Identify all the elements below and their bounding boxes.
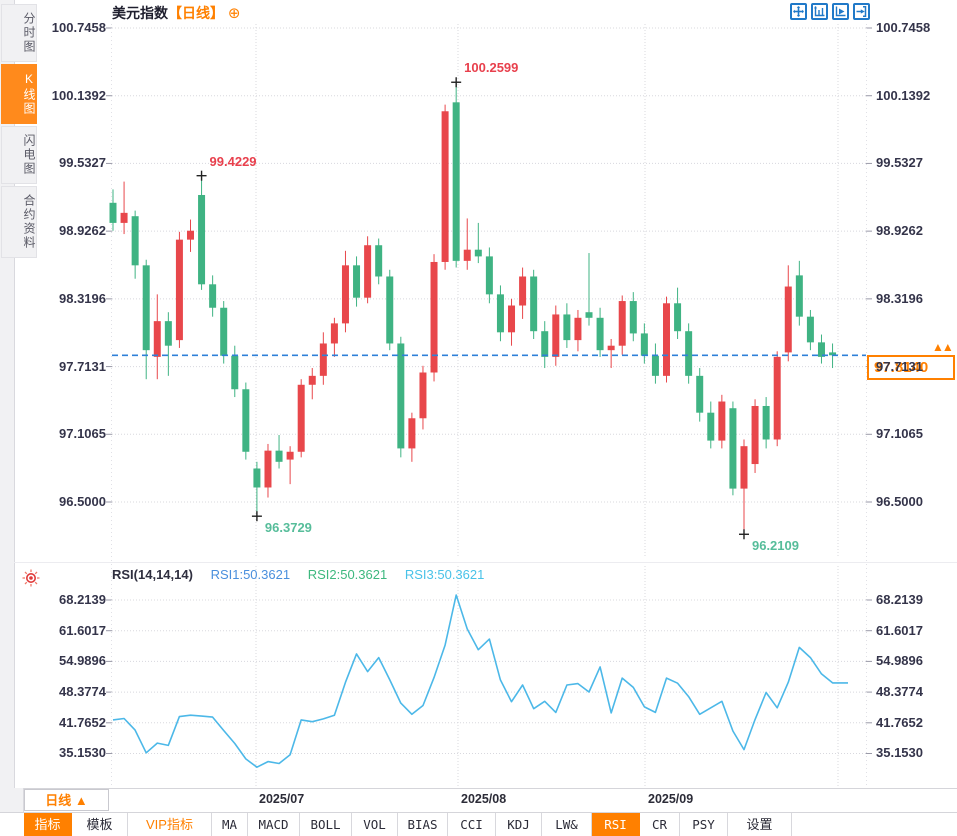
price-axis-label-left: 100.7458 bbox=[51, 20, 106, 35]
rsi-axis-label-right: 35.1530 bbox=[876, 745, 923, 761]
current-price-tag: 97.8140 bbox=[867, 355, 955, 380]
chart-title: 美元指数【日线】 ⊕ bbox=[112, 3, 240, 23]
price-axis-label-right: 97.1065 bbox=[876, 426, 923, 442]
chart-area[interactable]: 美元指数【日线】 ⊕ bbox=[14, 0, 957, 812]
rsi2-value: RSI2:50.3621 bbox=[307, 567, 388, 582]
x-axis-strip bbox=[0, 788, 957, 812]
rsi-name: RSI(14,14,14) bbox=[112, 567, 193, 582]
rsi-axis-label-right: 61.6017 bbox=[876, 622, 923, 638]
add-indicator-icon[interactable]: ⊕ bbox=[227, 5, 241, 22]
price-axis-label-left: 100.1392 bbox=[51, 87, 106, 103]
price-axis-label-right: 97.7131 bbox=[876, 358, 923, 374]
sidebar-tab-4[interactable]: 合约资料 bbox=[1, 186, 37, 258]
toolbar-tab-VIP指标[interactable]: VIP指标 bbox=[128, 813, 212, 836]
toolbar-tab-VOL[interactable]: VOL bbox=[352, 813, 398, 836]
toolbar-tab-MACD[interactable]: MACD bbox=[248, 813, 300, 836]
high-annotation: 99.4229 bbox=[209, 153, 257, 169]
rsi1-value: RSI1:50.3621 bbox=[210, 567, 291, 582]
price-axis-label-right: 100.7458 bbox=[876, 20, 931, 35]
toolbar-tab-CR[interactable]: CR bbox=[640, 813, 680, 836]
rsi-axis-label-left: 61.6017 bbox=[59, 622, 106, 638]
rsi-axis-label-right: 48.3774 bbox=[876, 684, 923, 700]
price-axis-label-right: 98.3196 bbox=[876, 290, 923, 306]
low-annotation: 96.3729 bbox=[264, 520, 312, 536]
price-axis-label-left: 96.5000 bbox=[59, 494, 106, 509]
toolbar-tab-CCI[interactable]: CCI bbox=[448, 813, 496, 836]
toolbar-tab-KDJ[interactable]: KDJ bbox=[496, 813, 542, 836]
sidebar-tab-2[interactable]: K线图 bbox=[1, 64, 37, 124]
panel-separator bbox=[14, 562, 957, 563]
period-selector-button[interactable]: 日线 ▲ bbox=[24, 789, 109, 811]
toolbar-tab-指标[interactable]: 指标 bbox=[24, 813, 72, 836]
candlestick-series bbox=[109, 82, 837, 535]
rsi-axis-label-left: 35.1530 bbox=[59, 745, 106, 761]
sidebar-tab-3[interactable]: 闪电图 bbox=[1, 126, 37, 184]
price-axis-label-right: 96.5000 bbox=[876, 494, 923, 509]
extreme-marker bbox=[251, 511, 262, 522]
price-rsi-plot[interactable] bbox=[0, 0, 957, 788]
price-axis-label-right: 99.5327 bbox=[876, 155, 923, 171]
extreme-marker bbox=[738, 529, 749, 540]
extreme-marker bbox=[451, 77, 462, 88]
high-annotation: 100.2599 bbox=[464, 60, 519, 76]
chart-toolbar-icons bbox=[790, 3, 870, 20]
indicator-toolbar: 指标 模板 VIP指标 MA MACD BOLL VOL BIAS CCI KDJ LW& RSI CR… bbox=[0, 812, 957, 836]
x-axis-label: 2025/07 bbox=[259, 792, 305, 806]
period-tag: 【日线】 bbox=[168, 5, 224, 21]
rsi-line bbox=[112, 594, 848, 769]
x-axis-label: 2025/09 bbox=[648, 792, 694, 806]
instrument-name: 美元指数 bbox=[112, 5, 168, 21]
exit-fullscreen-icon[interactable] bbox=[853, 3, 870, 20]
toolbar-tab-LW&[interactable]: LW& bbox=[542, 813, 592, 836]
move-icon[interactable] bbox=[790, 3, 807, 20]
rsi-axis-label-right: 68.2139 bbox=[876, 592, 923, 607]
price-axis-label-left: 98.9262 bbox=[59, 223, 106, 239]
indicator-settings-icon[interactable] bbox=[22, 569, 40, 587]
price-axis-label-right: 98.9262 bbox=[876, 223, 923, 239]
price-axis-label-left: 98.3196 bbox=[59, 290, 106, 306]
x-axis-label: 2025/08 bbox=[461, 792, 507, 806]
toolbar-tab-RSI[interactable]: RSI bbox=[592, 813, 640, 836]
rsi-axis-label-right: 41.7652 bbox=[876, 714, 923, 730]
rsi3-value: RSI3:50.3621 bbox=[404, 567, 485, 582]
price-axis-label-left: 97.1065 bbox=[59, 426, 106, 442]
toolbar-tab-PSY[interactable]: PSY bbox=[680, 813, 728, 836]
rsi-axis-label-left: 68.2139 bbox=[59, 592, 106, 607]
rsi-legend: RSI(14,14,14) RSI1:50.3621 RSI2:50.3621 … bbox=[112, 567, 484, 582]
rsi-axis-label-left: 48.3774 bbox=[59, 684, 106, 700]
price-axis-label-left: 97.7131 bbox=[59, 358, 106, 374]
toolbar-tab-BIAS[interactable]: BIAS bbox=[398, 813, 448, 836]
price-axis-label-left: 99.5327 bbox=[59, 155, 106, 171]
rsi-axis-label-left: 41.7652 bbox=[59, 714, 106, 730]
sidebar-tab-1[interactable]: 分时图 bbox=[1, 4, 37, 62]
extreme-marker bbox=[196, 170, 207, 181]
toolbar-tab-MA[interactable]: MA bbox=[212, 813, 248, 836]
toolbar-tab-模板[interactable]: 模板 bbox=[72, 813, 128, 836]
axis-scale-right-icon[interactable] bbox=[832, 3, 849, 20]
price-axis-label-right: 100.1392 bbox=[876, 87, 931, 103]
rsi-axis-label-right: 54.9896 bbox=[876, 653, 923, 669]
low-annotation: 96.2109 bbox=[751, 538, 799, 554]
toolbar-tab-设置[interactable]: 设置 bbox=[728, 813, 792, 836]
axis-scale-left-icon[interactable] bbox=[811, 3, 828, 20]
sidebar-chart-type-tabs: 分时图 K线图 闪电图 合约资料 bbox=[0, 2, 37, 260]
rsi-axis-label-left: 54.9896 bbox=[59, 653, 106, 669]
price-up-arrow-icon: ▲▲ bbox=[932, 340, 954, 354]
toolbar-tab-BOLL[interactable]: BOLL bbox=[300, 813, 352, 836]
